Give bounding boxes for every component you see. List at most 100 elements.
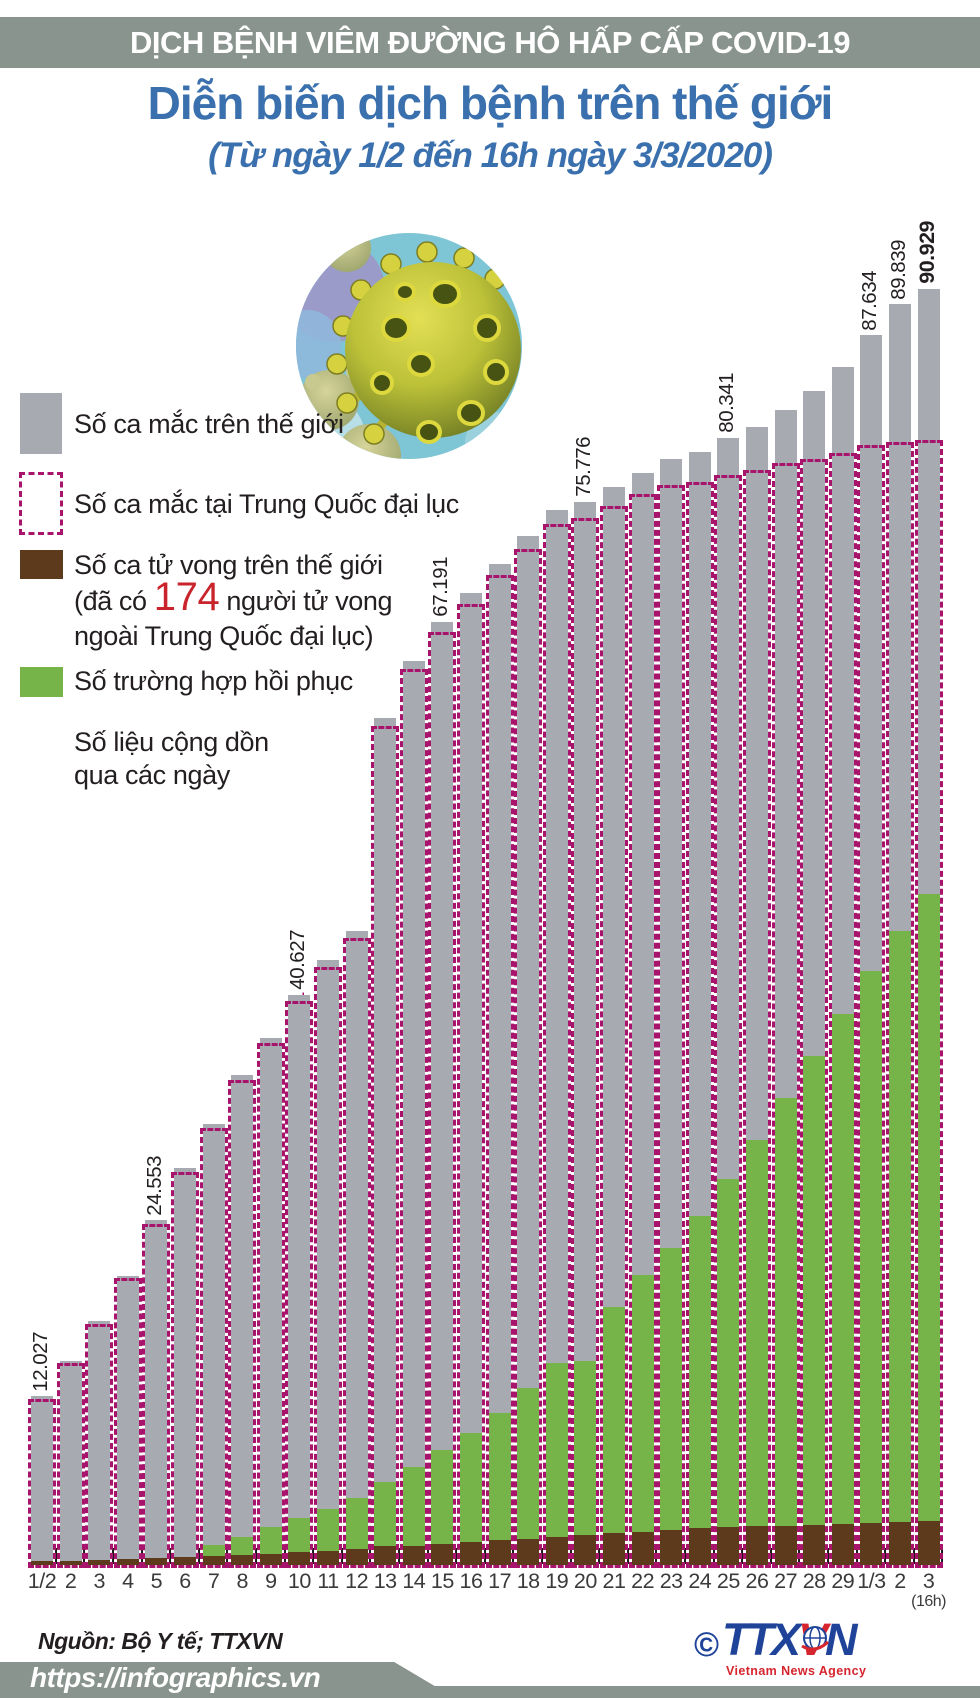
legend-cumulative-note-line1: Số liệu cộng dồn: [74, 727, 269, 757]
deaths-bar: [59, 1560, 82, 1565]
china-outline: [600, 506, 628, 1568]
world-bar: [488, 564, 511, 1565]
china-outline: [828, 452, 857, 1568]
source-credit: Nguồn: Bộ Y tế; TTXVN: [38, 1628, 283, 1654]
footer-strip: [0, 1686, 980, 1698]
recovered-bar: [431, 1449, 454, 1565]
china-outline: [628, 494, 657, 1568]
x-axis-label: 8: [236, 1569, 248, 1593]
deaths-note-count: 174: [153, 575, 220, 619]
x-axis-label: 2: [64, 1569, 77, 1593]
deaths-bar: [717, 1527, 740, 1565]
recovered-bar: [717, 1179, 740, 1565]
globe-icon: [801, 1626, 830, 1651]
world-bar: [374, 718, 397, 1565]
x-axis-label: 29: [831, 1569, 855, 1593]
x-axis-label: 5: [150, 1569, 163, 1593]
x-axis-label: 9: [265, 1569, 277, 1593]
world-value-label: 89.839: [886, 239, 910, 300]
infographics-url-link[interactable]: https://infographics.vn: [30, 1662, 321, 1693]
deaths-bar: [31, 1561, 53, 1565]
x-axis-label: 27: [774, 1569, 798, 1593]
deaths-bar: [488, 1540, 511, 1565]
world-bar: [145, 1220, 168, 1565]
deaths-bar: [774, 1525, 797, 1565]
world-value-label: 40.627: [286, 930, 310, 990]
deaths-bar: [517, 1538, 540, 1565]
china-outline: [56, 1363, 85, 1568]
recovered-bar: [860, 970, 883, 1565]
recovered-bar: [831, 1013, 854, 1565]
x-axis-label: 14: [402, 1569, 426, 1593]
recovered-bar: [631, 1274, 654, 1565]
china-outline: [314, 966, 342, 1568]
world-bar: [59, 1360, 82, 1565]
recovered-bar: [889, 930, 911, 1565]
world-value-label: 12.027: [28, 1331, 52, 1392]
deaths-bar: [202, 1556, 225, 1565]
deaths-bar: [574, 1535, 597, 1565]
deaths-bar: [460, 1541, 482, 1565]
deaths-bar: [116, 1559, 139, 1565]
world-bar: [202, 1123, 225, 1565]
world-bar: [259, 1037, 282, 1565]
china-outline: [485, 575, 514, 1568]
china-outline: [743, 469, 771, 1568]
world-bar: [88, 1320, 111, 1565]
china-outline: [285, 1001, 314, 1568]
world-bar: [116, 1275, 139, 1565]
china-outline: [199, 1127, 228, 1568]
legend-world-label: Số ca mắc trên thế giới: [74, 409, 344, 439]
deaths-bar: [174, 1557, 196, 1565]
deaths-bar: [431, 1543, 454, 1565]
x-axis-label: 24: [688, 1569, 712, 1593]
deaths-bar: [345, 1549, 368, 1565]
recovered-bar: [460, 1433, 482, 1565]
deaths-bar: [545, 1536, 568, 1565]
world-bar: [431, 622, 454, 1565]
recovered-bar: [917, 894, 940, 1565]
deaths-note-post: người tử vong: [219, 586, 393, 616]
legend-world-swatch: [20, 393, 62, 454]
x-axis-label: 18: [516, 1569, 540, 1593]
china-outline: [542, 523, 571, 1568]
x-axis-label: 17: [488, 1569, 512, 1593]
world-bar: [231, 1075, 254, 1565]
x-axis-label: 25: [716, 1569, 740, 1593]
deaths-bar: [746, 1526, 768, 1565]
x-axis-label: 2: [894, 1569, 906, 1593]
world-bar: [603, 487, 625, 1565]
x-axis-label: 10: [287, 1569, 311, 1593]
china-outline: [113, 1278, 142, 1568]
deaths-bar: [603, 1533, 625, 1565]
legend-cumulative-note-line2: qua các ngày: [74, 760, 230, 790]
china-outline: [800, 458, 829, 1568]
world-bar: [317, 960, 339, 1565]
page-subtitle: (Từ ngày 1/2 đến 16h ngày 3/3/2020): [208, 136, 773, 175]
recovered-bar: [345, 1498, 368, 1565]
china-outline: [256, 1043, 285, 1568]
world-value-label: 75.776: [572, 436, 596, 497]
x-axis-label: 28: [802, 1569, 826, 1593]
world-bar: [288, 994, 311, 1565]
x-axis-label: 13: [373, 1569, 397, 1593]
world-value-label: 67.191: [429, 557, 453, 618]
x-axis-label: 3: [922, 1569, 935, 1593]
legend-recovered-label: Số trường hợp hồi phục: [74, 666, 353, 696]
recovered-bar: [574, 1360, 597, 1565]
world-value-label: 24.553: [143, 1155, 167, 1216]
x-axis-label: 1/2: [27, 1569, 57, 1593]
deaths-bar: [288, 1552, 311, 1565]
world-bar: [574, 501, 597, 1565]
x-axis-label: 16: [459, 1569, 483, 1593]
recovered-bar: [774, 1097, 797, 1565]
world-value-label: 80.341: [715, 372, 739, 433]
x-axis-label: 23: [659, 1569, 683, 1593]
world-bar: [517, 535, 540, 1565]
recovered-bar: [803, 1055, 826, 1565]
x-axis-label: 19: [545, 1569, 569, 1593]
recovered-bar: [488, 1413, 511, 1565]
china-outline: [399, 668, 428, 1568]
china-outline: [771, 463, 800, 1568]
